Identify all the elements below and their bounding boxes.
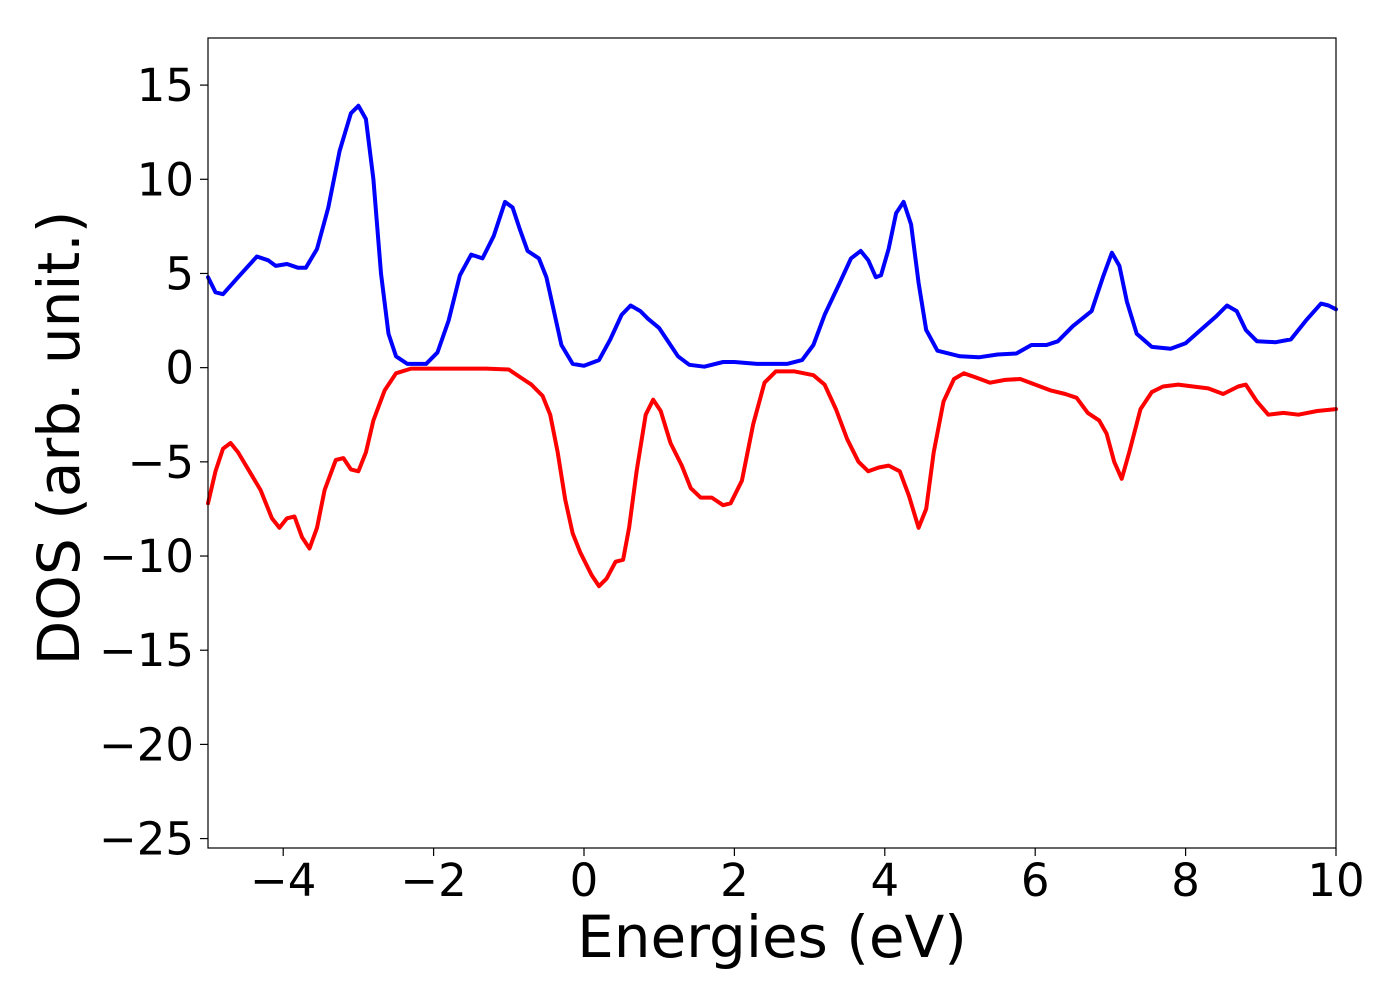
x-tick-label: 0 xyxy=(570,854,599,907)
y-axis-ticks: −25 −20 −15 −10 −5 0 5 10 15 xyxy=(99,59,208,866)
series-line-2 xyxy=(206,366,1338,589)
y-tick-label: 0 xyxy=(165,342,194,395)
plot-frame xyxy=(207,37,1337,849)
y-tick-label: 5 xyxy=(165,247,194,300)
y-tick-label: 15 xyxy=(137,59,194,112)
series-line-1 xyxy=(206,103,1338,369)
x-axis-label: Energies (eV) xyxy=(577,903,967,971)
y-tick-label: −15 xyxy=(99,624,194,677)
x-tick-label: 6 xyxy=(1021,854,1050,907)
x-axis-ticks: −4 −2 0 2 4 6 8 10 xyxy=(250,848,1365,907)
x-tick-label: 10 xyxy=(1307,854,1364,907)
y-tick-label: −10 xyxy=(99,530,194,583)
y-tick-label: −25 xyxy=(99,813,194,866)
x-tick-label: 4 xyxy=(870,854,899,907)
y-tick-label: −20 xyxy=(99,718,194,771)
y-tick-label: 10 xyxy=(137,153,194,206)
series-layer xyxy=(206,103,1338,589)
x-tick-label: 8 xyxy=(1171,854,1200,907)
x-tick-label: 2 xyxy=(720,854,749,907)
y-axis-label: DOS (arb. unit.) xyxy=(25,211,93,666)
y-tick-label: −5 xyxy=(128,436,194,489)
x-tick-label: −2 xyxy=(400,854,466,907)
x-tick-label: −4 xyxy=(250,854,316,907)
